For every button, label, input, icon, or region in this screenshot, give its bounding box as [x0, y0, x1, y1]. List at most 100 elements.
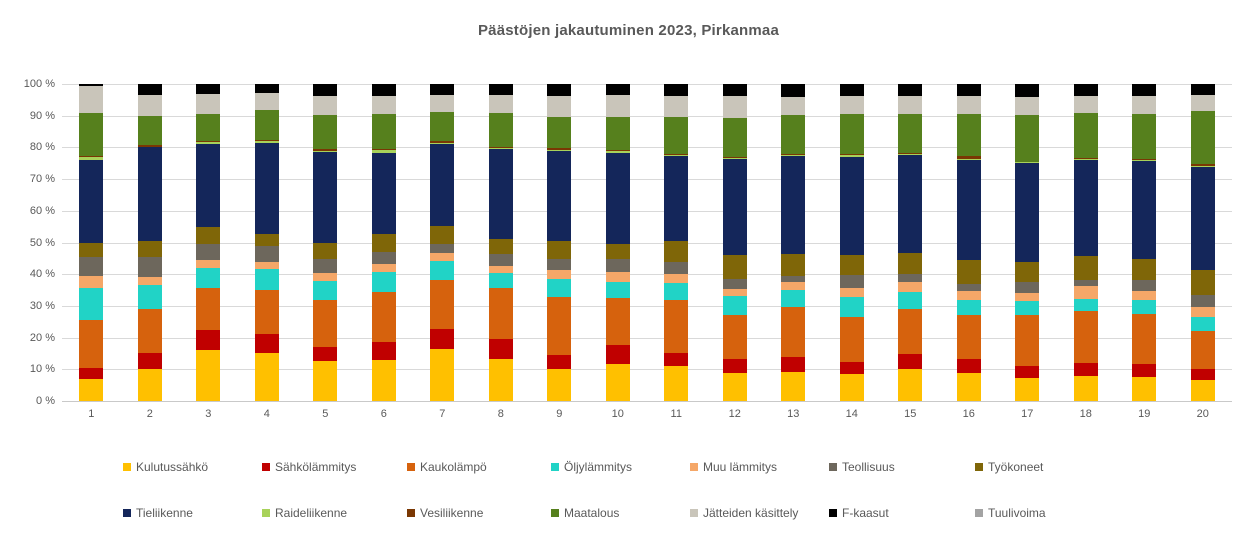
segment-jatteiden-kasittely	[898, 96, 923, 114]
x-tick-label: 18	[1079, 408, 1092, 420]
bar-column-13	[764, 84, 823, 401]
legend-item-kulutussahko: Kulutussähkö	[123, 460, 208, 474]
segment-muu-lammitys	[1132, 290, 1157, 300]
segment-f-kaasut	[1190, 84, 1215, 96]
y-tick-label: 10 %	[29, 363, 55, 376]
segment-sahkolammitys	[605, 344, 630, 365]
segment-tyokoneet	[547, 240, 572, 260]
segment-kulutussahko	[605, 364, 630, 401]
legend-swatch-oljylammitys	[551, 463, 559, 471]
segment-tieliikenne	[371, 152, 396, 235]
legend-label: Kulutussähkö	[136, 460, 209, 474]
stacked-bar-15	[898, 84, 923, 401]
stacked-bar-5	[313, 84, 338, 401]
segment-f-kaasut	[371, 84, 396, 96]
x-tick-label: 13	[787, 408, 800, 420]
segment-kaukolampo	[1132, 313, 1157, 364]
segment-maatalous	[605, 117, 630, 150]
segment-f-kaasut	[254, 84, 279, 93]
x-tick-label: 10	[611, 408, 624, 420]
segment-kaukolampo	[1073, 310, 1098, 363]
bar-column-16	[940, 84, 999, 401]
segment-jatteiden-kasittely	[722, 96, 747, 119]
segment-tieliikenne	[430, 143, 455, 227]
segment-raideliikenne	[605, 150, 630, 153]
segment-raideliikenne	[196, 141, 221, 145]
segment-vesiliikenne	[722, 156, 747, 159]
segment-oljylammitys	[839, 297, 864, 318]
segment-sahkolammitys	[1190, 369, 1215, 381]
segment-raideliikenne	[1073, 159, 1098, 161]
segment-sahkolammitys	[430, 329, 455, 350]
x-tick-label: 5	[322, 408, 329, 420]
bar-column-12	[706, 84, 765, 401]
segment-kaukolampo	[722, 315, 747, 360]
bar-column-7	[413, 84, 472, 401]
segment-raideliikenne	[254, 141, 279, 144]
segment-tyokoneet	[1015, 261, 1040, 283]
legend-item-tieliikenne: Tieliikenne	[123, 506, 193, 520]
stacked-bar-10	[605, 84, 630, 401]
legend-swatch-maatalous	[551, 509, 559, 517]
segment-sahkolammitys	[839, 361, 864, 375]
segment-f-kaasut	[488, 84, 513, 96]
segment-jatteiden-kasittely	[196, 93, 221, 115]
segment-tieliikenne	[313, 152, 338, 243]
segment-teollisuus	[1132, 279, 1157, 291]
segment-oljylammitys	[1015, 300, 1040, 315]
segment-muu-lammitys	[605, 272, 630, 282]
stacked-bar-14	[839, 84, 864, 401]
segment-f-kaasut	[605, 84, 630, 96]
segment-maatalous	[956, 113, 981, 157]
bar-column-4	[238, 84, 297, 401]
segment-muu-lammitys	[79, 275, 104, 289]
segment-kaukolampo	[254, 290, 279, 335]
y-tick-label: 70 %	[29, 173, 55, 186]
segment-jatteiden-kasittely	[137, 95, 162, 116]
segment-sahkolammitys	[254, 334, 279, 354]
segment-f-kaasut	[137, 84, 162, 96]
segment-teollisuus	[488, 253, 513, 267]
y-tick-label: 100 %	[23, 78, 55, 90]
stacked-bar-19	[1132, 84, 1157, 401]
segment-tieliikenne	[605, 152, 630, 244]
segment-raideliikenne	[839, 155, 864, 158]
legend-label: Työkoneet	[988, 460, 1044, 474]
segment-tyokoneet	[137, 240, 162, 257]
bar-column-1	[62, 84, 121, 401]
legend-swatch-tyokoneet	[975, 463, 983, 471]
stacked-bar-11	[664, 84, 689, 401]
segment-kaukolampo	[371, 291, 396, 343]
segment-tyokoneet	[839, 254, 864, 276]
segment-kaukolampo	[196, 288, 221, 330]
segment-tieliikenne	[137, 147, 162, 241]
y-tick-label: 0 %	[36, 395, 55, 407]
segment-tyokoneet	[898, 253, 923, 274]
stacked-bar-3	[196, 84, 221, 401]
segment-oljylammitys	[664, 282, 689, 300]
x-tick-label: 19	[1138, 408, 1151, 420]
segment-jatteiden-kasittely	[956, 96, 981, 114]
segment-teollisuus	[722, 279, 747, 290]
legend-item-oljylammitys: Öljylämmitys	[551, 460, 632, 474]
bar-column-15	[881, 84, 940, 401]
legend-label: Muu lämmitys	[703, 460, 778, 474]
segment-tyokoneet	[488, 239, 513, 254]
segment-vesiliikenne	[664, 154, 689, 156]
bar-column-18	[1057, 84, 1116, 401]
segment-vesiliikenne	[956, 156, 981, 159]
legend-item-teollisuus: Teollisuus	[829, 460, 895, 474]
segment-maatalous	[664, 117, 689, 155]
x-tick-label: 20	[1196, 408, 1209, 420]
segment-kulutussahko	[430, 349, 455, 401]
segment-vesiliikenne	[313, 149, 338, 151]
segment-teollisuus	[430, 244, 455, 253]
segment-raideliikenne	[781, 155, 806, 157]
segment-sahkolammitys	[898, 354, 923, 370]
segment-tyokoneet	[1190, 269, 1215, 295]
segment-tieliikenne	[254, 143, 279, 234]
x-tick-label: 11	[670, 408, 682, 420]
gridline	[62, 369, 1232, 371]
stacked-bar-12	[722, 84, 747, 401]
segment-muu-lammitys	[898, 281, 923, 292]
